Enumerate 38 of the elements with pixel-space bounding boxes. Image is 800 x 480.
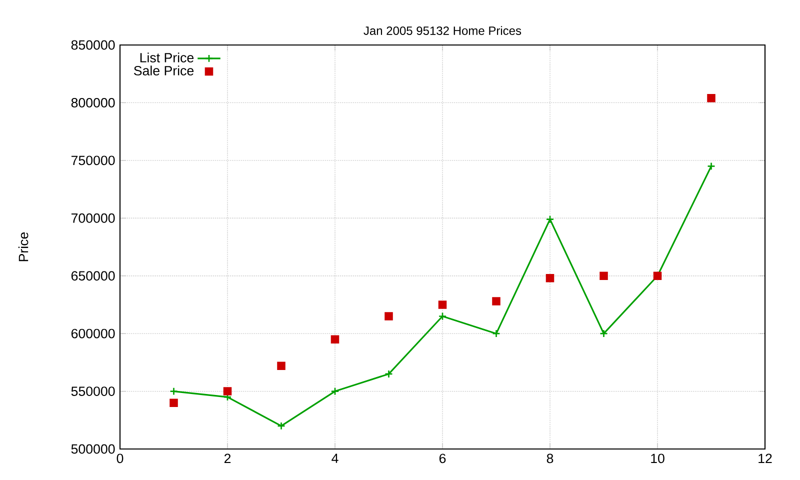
point [600,272,608,280]
point [277,422,286,430]
y-tick-label: 700000 [71,213,115,223]
point [277,362,286,370]
point [170,387,178,396]
point [546,215,554,224]
point [600,329,608,338]
y-tick-label: 850000 [71,40,115,50]
y-tick-label: 750000 [71,156,115,166]
legend-label: List Price [140,52,194,62]
y-tick-label: 650000 [71,271,115,281]
point [330,387,340,396]
point [707,162,716,170]
point [170,398,178,407]
point [384,312,393,320]
x-tick-label: 6 [439,454,446,464]
x-tick-label: 0 [116,454,124,464]
point [438,312,447,320]
y-tick-label: 800000 [71,98,115,108]
legend-label: Sale Price [134,66,194,76]
x-tick-label: 4 [332,454,338,463]
point [492,297,500,306]
point [330,335,340,344]
chart-title: Jan 2005 95132 Home Prices [364,26,522,35]
point [384,370,393,378]
point [438,300,447,309]
x-tick-label: 12 [758,454,772,464]
point [223,387,232,396]
point [546,274,554,282]
y-tick-label: 600000 [71,328,115,338]
x-tick-label: 10 [651,454,664,464]
y-tick-label: 550000 [71,386,115,396]
point [707,94,716,102]
point [492,329,500,338]
y-tick-label: 500000 [71,444,115,454]
x-tick-label: 8 [546,454,554,464]
x-tick-label: 2 [224,454,231,464]
y-axis-title: Price [18,232,28,262]
